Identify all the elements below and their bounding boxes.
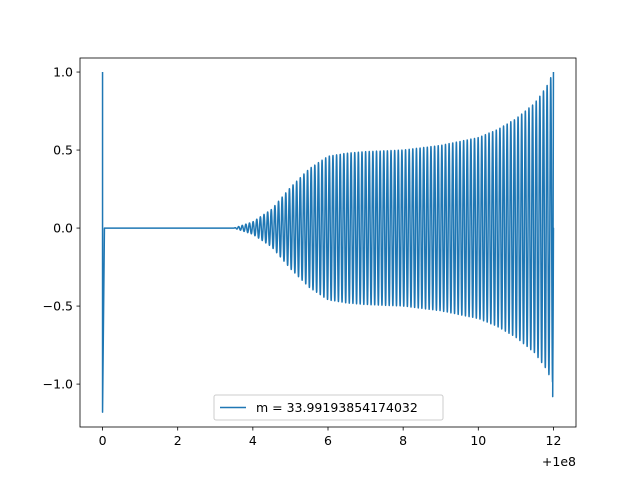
- x-tick-label: 4: [249, 433, 257, 448]
- legend-label: m = 33.99193854174032: [256, 400, 418, 415]
- y-axis: 1.0 0.5 0.0 −0.5 −1.0: [43, 65, 80, 392]
- x-tick-label: 12: [546, 433, 562, 448]
- x-tick-label: 10: [470, 433, 486, 448]
- y-tick-label: 1.0: [53, 65, 73, 80]
- legend-box: [213, 394, 444, 421]
- x-tick-label: 8: [399, 433, 407, 448]
- x-tick-label: 0: [99, 433, 107, 448]
- x-tick-label: 2: [174, 433, 182, 448]
- plot-area: [101, 72, 555, 413]
- series-line: [101, 72, 555, 413]
- legend: m = 33.99193854174032: [213, 394, 444, 421]
- x-offset-label: +1e8: [542, 454, 576, 469]
- y-tick-label: 0.0: [53, 221, 73, 236]
- y-tick-label: −1.0: [43, 377, 73, 392]
- y-tick-label: 0.5: [53, 143, 73, 158]
- x-tick-label: 6: [324, 433, 332, 448]
- y-tick-label: −0.5: [43, 299, 73, 314]
- x-axis: 0 2 4 6 8 10 12: [99, 427, 562, 448]
